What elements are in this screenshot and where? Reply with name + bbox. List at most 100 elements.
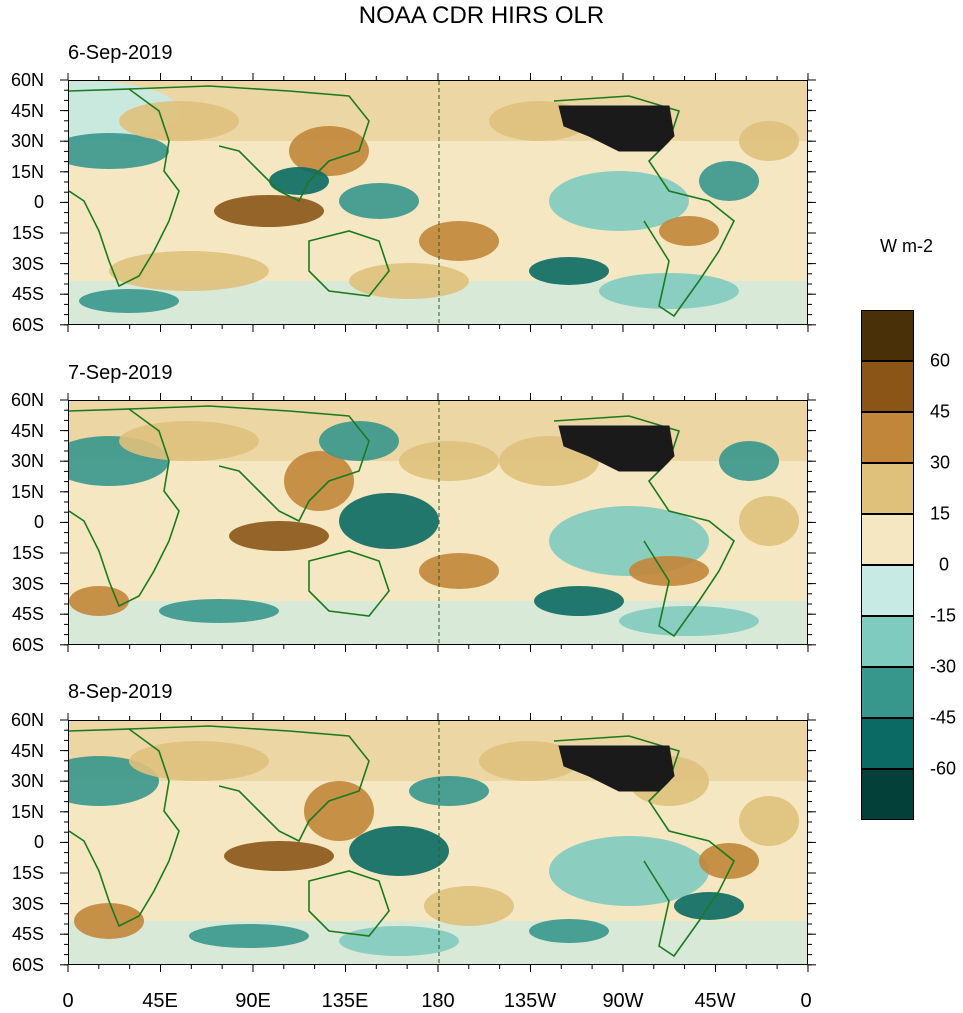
lat-label-p3-60s: 60S [11, 954, 44, 975]
olr-anomaly-map-3 [69, 721, 807, 964]
olr-blob [189, 924, 309, 948]
olr-blob [319, 421, 399, 461]
olr-blob [79, 289, 179, 313]
lat-label-p3-30n: 30N [10, 771, 44, 792]
olr-blob [119, 101, 239, 141]
lat-label-p1-60s: 60S [11, 314, 44, 335]
olr-blob [549, 836, 709, 906]
olr-blob [229, 521, 329, 551]
usa-mask [558, 425, 675, 472]
lat-label-p1-60n: 60N [10, 70, 44, 90]
colorbar-tick-0: 0 [939, 554, 950, 575]
olr-blob [479, 741, 579, 781]
colorbar-swatch-7 [861, 616, 914, 667]
australia-coast [308, 870, 390, 937]
africa-coast [69, 408, 180, 608]
olr-blob [529, 919, 609, 943]
olr-blob [599, 273, 739, 309]
olr-blob [739, 121, 799, 161]
panel-1-date: 6-Sep-2019 [68, 42, 173, 64]
colorbar-tick-m15: -15 [930, 605, 957, 626]
lat-label-p3-60n: 60N [10, 710, 44, 730]
olr-blob [339, 493, 439, 549]
lat-label-p1-45s: 45S [11, 284, 44, 305]
colorbar-swatch-6 [861, 565, 914, 616]
olr-blob [339, 183, 419, 219]
lat-label-p2-30s: 30S [11, 573, 44, 594]
colorbar-tick-45: 45 [930, 401, 951, 422]
map-panel-1 [68, 80, 808, 325]
africa-coast [69, 728, 180, 928]
olr-anomaly-map-2 [69, 401, 807, 644]
lon-label-0-end: 0 [800, 990, 812, 1012]
olr-blob [534, 586, 624, 616]
lat-label-p2-60s: 60S [11, 634, 44, 655]
colorbar-tick-m30: -30 [930, 656, 957, 677]
lat-label-p1-15n: 15N [10, 161, 44, 182]
olr-anomaly-map-1 [69, 81, 807, 324]
colorbar-tick-30: 30 [930, 452, 951, 473]
americas-coast [553, 735, 736, 958]
colorbar-swatch-5 [861, 514, 914, 565]
map-panel-3 [68, 720, 808, 965]
lon-label-180: 180 [421, 990, 455, 1012]
coastlines [69, 725, 736, 958]
olr-blob [719, 441, 779, 481]
colorbar-swatch-1 [861, 310, 914, 361]
lat-label-p2-15s: 15S [11, 543, 44, 563]
olr-blob [659, 216, 719, 246]
lon-label-0: 0 [62, 990, 74, 1012]
lon-label-45e: 45E [142, 990, 178, 1012]
lat-label-p2-0: 0 [33, 512, 44, 533]
colorbar-tick-m45: -45 [930, 707, 957, 728]
africa-coast [69, 88, 180, 288]
colorbar-tick-m60: -60 [930, 758, 957, 779]
colorbar-tick-15: 15 [930, 503, 951, 524]
olr-blob [399, 441, 499, 481]
olr-blob [739, 496, 799, 546]
olr-blob [739, 796, 799, 846]
colorbar-units: W m-2 [880, 236, 933, 256]
figure-title: NOAA CDR HIRS OLR [358, 2, 605, 29]
olr-blob [409, 776, 489, 806]
lat-label-p3-30s: 30S [11, 893, 44, 914]
map-panel-2 [68, 400, 808, 645]
colorbar-swatch-10 [861, 769, 914, 820]
lat-label-p2-45s: 45S [11, 604, 44, 625]
asia-coast [128, 725, 370, 843]
australia-coast [308, 230, 390, 297]
lon-label-90e: 90E [235, 990, 271, 1012]
olr-blob [699, 843, 759, 879]
olr-blob [214, 195, 324, 227]
olr-blob [529, 257, 609, 285]
olr-blob [699, 161, 759, 201]
olr-blob [549, 171, 689, 231]
lon-label-135e: 135E [321, 990, 369, 1012]
lat-label-p2-45n: 45N [10, 420, 44, 441]
coastlines [69, 405, 736, 638]
olr-blob [339, 926, 459, 956]
olr-blob [289, 126, 369, 176]
lat-label-p1-30s: 30S [11, 253, 44, 274]
olr-blob [74, 903, 144, 939]
panel-2-date: 7-Sep-2019 [68, 362, 173, 384]
lat-label-p2-15n: 15N [10, 481, 44, 502]
olr-blob [159, 599, 279, 623]
lat-label-p1-45n: 45N [10, 100, 44, 121]
asia-coast [128, 405, 370, 523]
olr-blob [129, 741, 269, 781]
olr-blob [109, 251, 269, 291]
olr-blob [349, 826, 449, 876]
usa-mask [558, 745, 675, 792]
colorbar-swatch-9 [861, 718, 914, 769]
lon-label-45w: 45W [694, 990, 736, 1012]
panel-3-date: 8-Sep-2019 [68, 681, 173, 703]
olr-blob [119, 421, 259, 461]
olr-blob [284, 451, 354, 511]
coastlines [69, 85, 736, 318]
lon-label-90w: 90W [602, 990, 644, 1012]
colorbar-swatch-4 [861, 463, 914, 514]
australia-coast [308, 550, 390, 617]
olr-blob [424, 886, 514, 926]
